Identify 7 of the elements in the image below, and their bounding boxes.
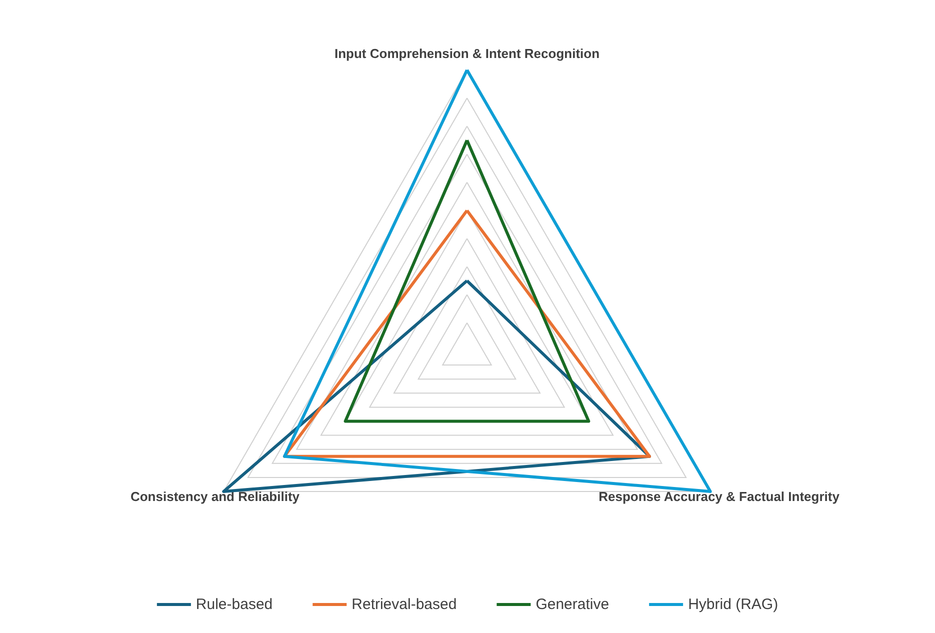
legend-label: Rule-based bbox=[196, 596, 273, 613]
legend-label: Retrieval-based bbox=[352, 596, 457, 613]
legend-label: Hybrid (RAG) bbox=[688, 596, 778, 613]
legend-label: Generative bbox=[536, 596, 610, 613]
spoke-label: Input Comprehension & Intent Recognition bbox=[334, 46, 600, 61]
spoke-label: Consistency and Reliability bbox=[130, 489, 300, 504]
spoke-label: Response Accuracy & Factual Integrity bbox=[598, 489, 840, 504]
